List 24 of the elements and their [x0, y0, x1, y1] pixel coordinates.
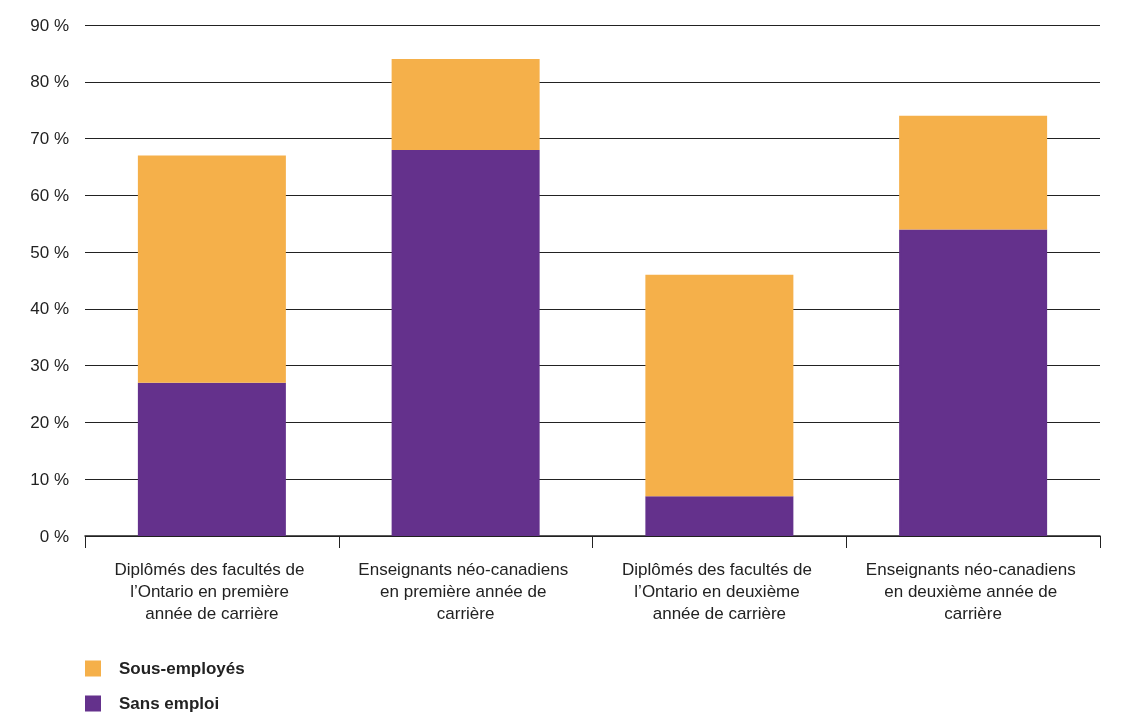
bar — [391, 149, 540, 536]
y-tick-label: 40 % — [30, 299, 69, 319]
bar — [645, 496, 794, 536]
bar — [899, 115, 1048, 230]
bar — [137, 382, 286, 536]
bar — [645, 274, 794, 497]
legend-label: Sous-employés — [119, 659, 245, 678]
y-tick-label: 0 % — [39, 526, 69, 546]
y-tick-label: 20 % — [30, 412, 69, 432]
y-tick-label: 70 % — [30, 129, 69, 149]
y-tick-label: 10 % — [30, 469, 69, 489]
bar — [137, 155, 286, 383]
y-tick-label: 60 % — [30, 185, 69, 205]
bar — [391, 59, 540, 150]
x-tick-label: Enseignants néo-canadiens en première année de carrière — [358, 559, 573, 623]
y-tick-label: 50 % — [30, 242, 69, 262]
x-tick-label: Diplômés des facultés de l’Ontario en deuxième année de carrière — [622, 559, 817, 623]
bar — [899, 229, 1048, 536]
x-tick-label: Diplômés des facultés de l’Ontario en première année de carrière — [114, 559, 310, 623]
legend-label: Sans emploi — [119, 694, 220, 713]
y-tick-label: 80 % — [30, 72, 69, 92]
y-tick-label: 30 % — [30, 356, 69, 376]
x-tick-label: Enseignants néo-canadiens en deuxième année de carrière — [865, 559, 1081, 623]
y-tick-label: 90 % — [30, 15, 69, 35]
